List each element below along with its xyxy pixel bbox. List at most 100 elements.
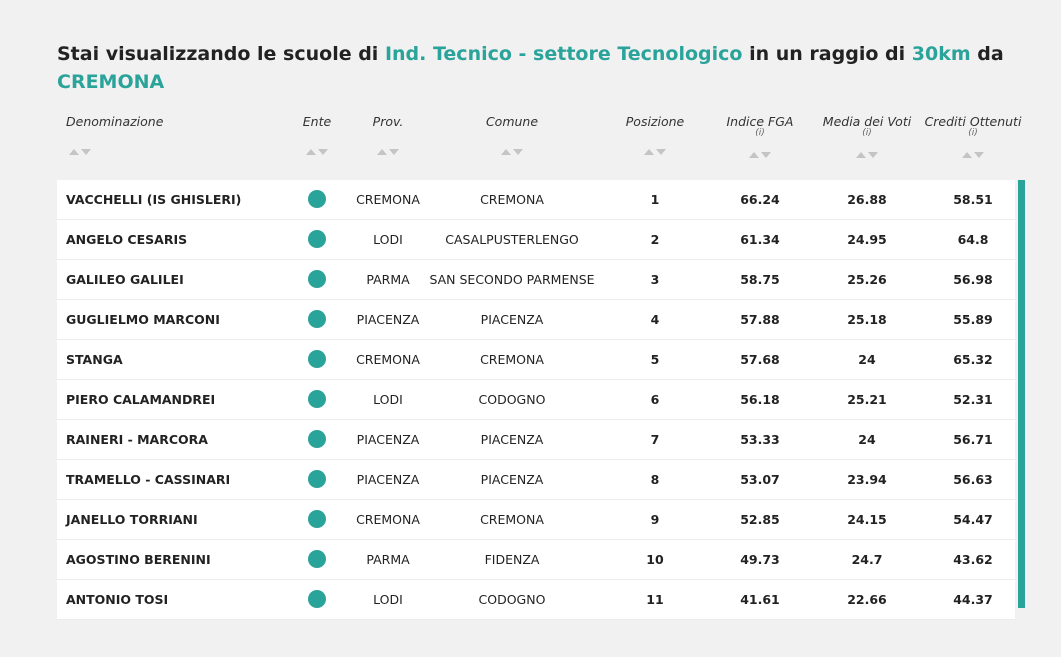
province: PIACENZA	[356, 312, 420, 327]
table-row: GALILEO GALILEI PARMA SAN SECONDO PARMENSE…	[57, 260, 1015, 300]
comune: PIACENZA	[480, 432, 544, 447]
school-name: VACCHELLI (IS GHISLERI)	[66, 192, 242, 207]
vote-average: 25.18	[847, 312, 887, 327]
credits: 54.47	[953, 512, 993, 527]
scrollbar[interactable]	[1018, 180, 1025, 608]
table-row: TRAMELLO - CASSINARI PIACENZA PIACENZA 8 53.…	[57, 460, 1015, 500]
table-row: ANTONIO TOSI LODI CODOGNO 11 41.61 22.66 44.37	[57, 580, 1015, 620]
comune: PIACENZA	[480, 472, 544, 487]
sort-arrows[interactable]	[961, 151, 987, 159]
fga-index: 56.18	[740, 392, 780, 407]
credits: 55.89	[953, 312, 993, 327]
vote-average: 23.94	[847, 472, 887, 487]
fga-index: 53.33	[740, 432, 780, 447]
school-name: TRAMELLO - CASSINARI	[66, 472, 231, 487]
heading-text: da	[977, 43, 1004, 65]
position: 8	[650, 472, 660, 487]
column-header[interactable]: Indice FGA	[726, 114, 794, 129]
school-name: ANGELO CESARIS	[66, 232, 188, 247]
column-header[interactable]: Denominazione	[66, 114, 164, 129]
vote-average: 26.88	[847, 192, 887, 207]
credits: 44.37	[953, 592, 993, 607]
fga-index: 52.85	[740, 512, 780, 527]
fga-index: 58.75	[740, 272, 780, 287]
table-row: GUGLIELMO MARCONI PIACENZA PIACENZA 4 57.88 2…	[57, 300, 1015, 340]
credits: 56.63	[953, 472, 993, 487]
vote-average: 25.26	[847, 272, 887, 287]
column-header[interactable]: Crediti Ottenuti	[924, 114, 1022, 129]
comune: FIDENZA	[484, 552, 540, 567]
ente-dot	[308, 230, 326, 248]
table-row: PIERO CALAMANDREI LODI CODOGNO 6 56.18 25.21 5…	[57, 380, 1015, 420]
comune: CODOGNO	[478, 392, 546, 407]
vote-average: 22.66	[847, 592, 887, 607]
info-icon[interactable]: (i)	[755, 128, 765, 138]
comune: CASALPUSTERLENGO	[445, 232, 579, 247]
sort-arrows[interactable]	[68, 148, 94, 156]
sort-arrows[interactable]	[500, 148, 526, 156]
ente-dot	[308, 270, 326, 288]
school-name: PIERO CALAMANDREI	[66, 392, 216, 407]
school-name: ANTONIO TOSI	[66, 592, 169, 607]
vote-average: 24.7	[851, 552, 883, 567]
table-row: RAINERI - MARCORA PIACENZA PIACENZA 7 53.33 2…	[57, 420, 1015, 460]
position: 11	[646, 592, 664, 607]
position: 1	[650, 192, 660, 207]
vote-average: 24	[858, 432, 876, 447]
ente-dot	[308, 550, 326, 568]
province: CREMONA	[356, 192, 420, 207]
position: 9	[650, 512, 660, 527]
fga-index: 57.68	[740, 352, 780, 367]
comune: CREMONA	[480, 192, 544, 207]
position: 7	[650, 432, 660, 447]
school-name: JANELLO TORRIANI	[66, 512, 198, 527]
credits: 64.8	[957, 232, 989, 247]
province: CREMONA	[356, 512, 420, 527]
province: PIACENZA	[356, 472, 420, 487]
school-name: AGOSTINO BERENINI	[66, 552, 211, 567]
sort-arrows[interactable]	[643, 148, 669, 156]
comune: CODOGNO	[478, 592, 546, 607]
column-header[interactable]: Comune	[485, 114, 539, 129]
column-header[interactable]: Prov.	[372, 114, 404, 129]
comune: PIACENZA	[480, 312, 544, 327]
column-header[interactable]: Ente	[302, 114, 332, 129]
province: PARMA	[366, 272, 410, 287]
fga-index: 53.07	[740, 472, 780, 487]
credits: 43.62	[953, 552, 993, 567]
ente-dot	[308, 310, 326, 328]
credits: 56.71	[953, 432, 993, 447]
info-icon[interactable]: (i)	[968, 128, 978, 138]
position: 5	[650, 352, 660, 367]
sort-arrows[interactable]	[305, 148, 331, 156]
position: 2	[650, 232, 660, 247]
comune: CREMONA	[480, 352, 544, 367]
position: 4	[650, 312, 660, 327]
province: CREMONA	[356, 352, 420, 367]
fga-index: 49.73	[740, 552, 780, 567]
table-row: ANGELO CESARIS LODI CASALPUSTERLENGO 2 61.34…	[57, 220, 1015, 260]
position: 3	[650, 272, 660, 287]
heading: Stai visualizzando le scuole di Ind. Tec…	[57, 40, 1017, 96]
vote-average: 24.15	[847, 512, 887, 527]
credits: 65.32	[953, 352, 993, 367]
school-name: STANGA	[66, 352, 123, 367]
comune: SAN SECONDO PARMENSE	[429, 272, 595, 287]
sort-arrows[interactable]	[855, 151, 881, 159]
sort-arrows[interactable]	[748, 151, 774, 159]
province: LODI	[373, 232, 403, 247]
sort-arrows[interactable]	[376, 148, 402, 156]
ente-dot	[308, 430, 326, 448]
ente-dot	[308, 350, 326, 368]
heading-highlight: Ind. Tecnico - settore Tecnologico	[384, 43, 743, 65]
column-header[interactable]: Posizione	[625, 114, 685, 129]
fga-index: 66.24	[740, 192, 780, 207]
heading-highlight: CREMONA	[57, 71, 165, 93]
fga-index: 61.34	[740, 232, 780, 247]
info-icon[interactable]: (i)	[862, 128, 872, 138]
province: LODI	[373, 392, 403, 407]
column-header[interactable]: Media dei Voti	[822, 114, 912, 129]
school-name: GALILEO GALILEI	[66, 272, 184, 287]
ente-dot	[308, 190, 326, 208]
